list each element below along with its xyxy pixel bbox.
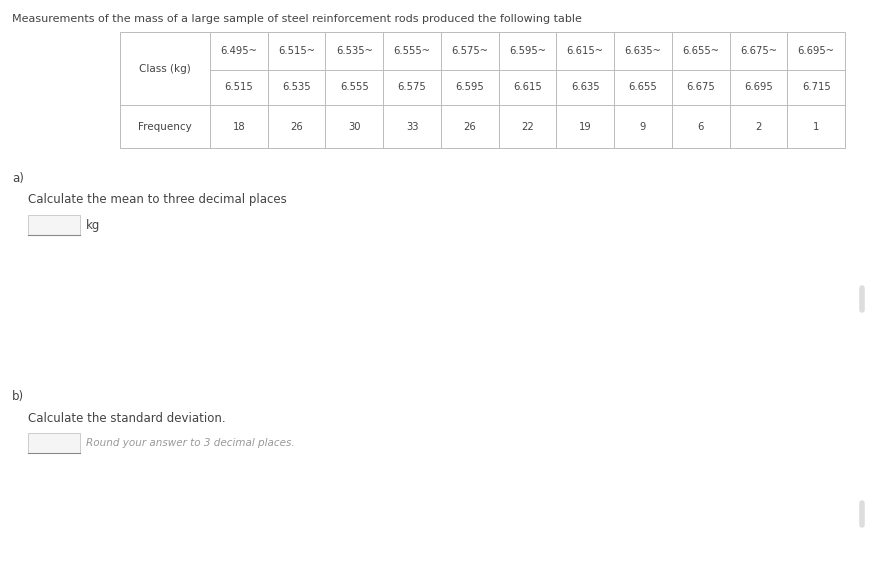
Text: 6.635: 6.635 — [571, 83, 599, 92]
Text: 30: 30 — [348, 121, 361, 131]
Text: 6.695~: 6.695~ — [798, 46, 834, 56]
Text: 6.535: 6.535 — [282, 83, 311, 92]
Text: 6.675~: 6.675~ — [739, 46, 777, 56]
Text: 6.675: 6.675 — [686, 83, 715, 92]
Text: Calculate the standard deviation.: Calculate the standard deviation. — [28, 412, 226, 425]
Text: 6: 6 — [698, 121, 704, 131]
Text: 2: 2 — [755, 121, 761, 131]
Text: Class (kg): Class (kg) — [139, 64, 191, 73]
Text: Round your answer to 3 decimal places.: Round your answer to 3 decimal places. — [86, 438, 294, 448]
Text: 6.715: 6.715 — [802, 83, 831, 92]
Text: Calculate the mean to three decimal places: Calculate the mean to three decimal plac… — [28, 193, 287, 206]
Text: 6.595: 6.595 — [456, 83, 484, 92]
Text: 1: 1 — [813, 121, 820, 131]
Text: a): a) — [12, 172, 24, 185]
Text: kg: kg — [86, 218, 100, 231]
Text: 6.535~: 6.535~ — [336, 46, 373, 56]
Text: 6.635~: 6.635~ — [625, 46, 661, 56]
Text: 6.515~: 6.515~ — [278, 46, 315, 56]
Text: 6.695: 6.695 — [744, 83, 773, 92]
Text: 6.575: 6.575 — [398, 83, 427, 92]
Text: 6.515: 6.515 — [225, 83, 253, 92]
Text: 9: 9 — [640, 121, 646, 131]
Text: 6.595~: 6.595~ — [509, 46, 546, 56]
Text: 22: 22 — [521, 121, 534, 131]
Text: 6.575~: 6.575~ — [451, 46, 489, 56]
Bar — [28, 433, 80, 453]
Text: 18: 18 — [233, 121, 245, 131]
Text: Measurements of the mass of a large sample of steel reinforcement rods produced : Measurements of the mass of a large samp… — [12, 14, 582, 24]
Text: 26: 26 — [463, 121, 476, 131]
Text: 6.555~: 6.555~ — [394, 46, 430, 56]
Text: 6.615~: 6.615~ — [567, 46, 604, 56]
Text: 6.495~: 6.495~ — [220, 46, 257, 56]
Text: 6.555: 6.555 — [340, 83, 368, 92]
Text: 6.615: 6.615 — [513, 83, 542, 92]
Bar — [120, 32, 845, 148]
Text: 26: 26 — [290, 121, 303, 131]
Text: 19: 19 — [579, 121, 591, 131]
Bar — [28, 215, 80, 235]
Text: b): b) — [12, 390, 24, 403]
Text: 6.655: 6.655 — [629, 83, 658, 92]
Text: Frequency: Frequency — [138, 121, 192, 131]
Text: 6.655~: 6.655~ — [682, 46, 719, 56]
Text: 33: 33 — [406, 121, 418, 131]
